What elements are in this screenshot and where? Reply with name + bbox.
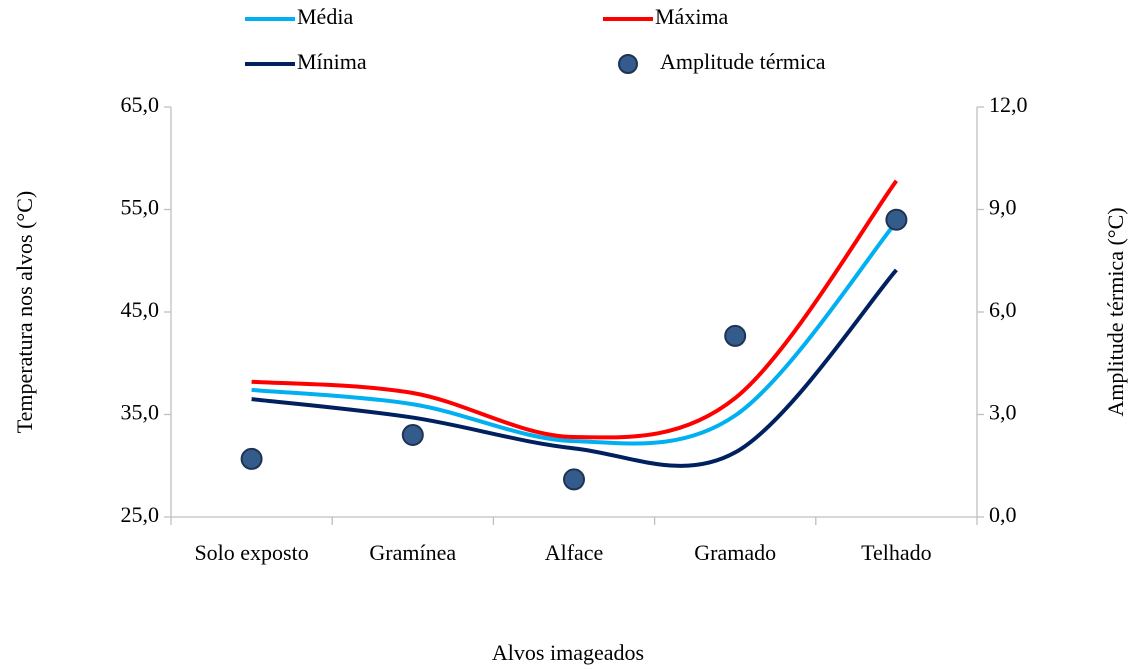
y2-tick-label: 6,0 bbox=[989, 297, 1017, 322]
y-tick-label: 65,0 bbox=[121, 92, 160, 117]
data-point bbox=[563, 468, 585, 491]
data-point bbox=[240, 447, 263, 470]
y-tick-label: 45,0 bbox=[121, 297, 160, 322]
y2-tick-label: 9,0 bbox=[989, 195, 1017, 220]
series-line bbox=[251, 268, 898, 468]
series-line bbox=[251, 179, 899, 440]
x-tick-label: Solo exposto bbox=[194, 540, 308, 565]
legend-marker bbox=[618, 54, 638, 74]
data-point bbox=[885, 208, 908, 231]
y2-tick-label: 0,0 bbox=[989, 502, 1017, 527]
legend-label: Amplitude térmica bbox=[660, 49, 826, 74]
legend-label: Mínima bbox=[297, 49, 367, 74]
series-line bbox=[251, 220, 898, 446]
legend-label: Média bbox=[297, 4, 353, 29]
x-tick-label: Gramínea bbox=[369, 540, 456, 565]
y-axis-title: Temperatura nos alvos (°C) bbox=[12, 191, 37, 433]
x-tick-label: Telhado bbox=[861, 540, 932, 565]
x-tick-label: Alface bbox=[545, 540, 604, 565]
x-tick-label: Gramado bbox=[694, 540, 776, 565]
y-tick-label: 35,0 bbox=[121, 400, 160, 425]
y2-tick-label: 12,0 bbox=[989, 92, 1028, 117]
y-tick-label: 25,0 bbox=[121, 502, 160, 527]
x-axis-title: Alvos imageados bbox=[492, 640, 644, 665]
y-tick-label: 55,0 bbox=[121, 195, 160, 220]
y2-tick-label: 3,0 bbox=[989, 400, 1017, 425]
y2-axis-title: Amplitude térmica (°C) bbox=[1103, 207, 1128, 416]
data-point bbox=[401, 424, 424, 446]
legend-label: Máxima bbox=[655, 4, 729, 29]
data-point bbox=[724, 324, 747, 347]
